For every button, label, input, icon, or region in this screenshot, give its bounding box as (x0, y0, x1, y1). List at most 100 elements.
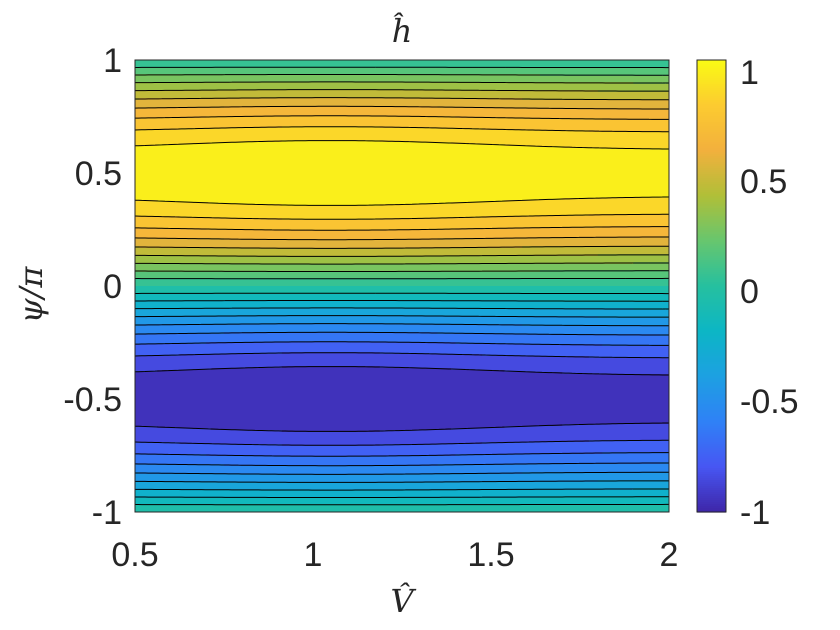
contour-band-cell (135, 458, 669, 461)
colorbar-step (697, 134, 726, 137)
contour-band-cell (135, 400, 669, 403)
contour-band-cell (135, 108, 661, 111)
contour-band-cell (135, 156, 669, 159)
y-axis-label: ψ/π (12, 266, 50, 324)
contour-band-cell (450, 368, 669, 371)
x-tick-label: 0.5 (111, 536, 158, 574)
contour-band-cell (379, 126, 669, 129)
contour-band-cell (135, 254, 599, 257)
contour-band-cell (135, 350, 669, 353)
colorbar-step (697, 464, 726, 467)
contour-band-cell (135, 486, 669, 489)
plot-area (135, 60, 669, 512)
contour-line (135, 299, 669, 499)
contour-band-cell (135, 248, 669, 251)
contour-band-cell (135, 264, 669, 267)
colorbar-step (697, 114, 726, 117)
contour-band-cell (135, 90, 599, 93)
colorbar-step (697, 146, 726, 149)
contour-band-cell (135, 120, 669, 123)
contour-band-cell (135, 470, 669, 473)
contour-band-cell (135, 234, 669, 237)
colorbar-step (697, 438, 726, 441)
contour-band-cell (135, 312, 669, 315)
contour-band-cell (135, 426, 158, 429)
colorbar-step (697, 324, 726, 327)
contour-band-cell (135, 294, 669, 297)
contour-band-cell (135, 510, 669, 512)
contour-band-cell (504, 370, 669, 373)
contour-band-cell (135, 366, 283, 369)
colorbar-step (697, 130, 726, 133)
contour-line (135, 73, 669, 273)
y-tick-label: 0 (103, 268, 122, 306)
colorbar-step (697, 482, 726, 485)
colorbar-step (697, 494, 726, 497)
colorbar-step (697, 164, 726, 167)
contour-band-cell (135, 454, 207, 457)
colorbar-step (697, 78, 726, 81)
contour-band-cell (135, 448, 669, 451)
contour-band-cell (135, 182, 669, 185)
colorbar-step (697, 484, 726, 487)
contour-line (135, 126, 669, 220)
contour-band-cell (135, 216, 181, 219)
colorbar-step (697, 98, 726, 101)
contour-band-cell (135, 192, 669, 195)
colorbar-step (697, 452, 726, 455)
contour-band-cell (135, 162, 669, 165)
y-tick-label: -0.5 (63, 381, 122, 419)
contour-band-cell (135, 194, 669, 197)
colorbar-step (697, 372, 726, 375)
contour-band-cell (135, 424, 563, 427)
contour-band-cell (135, 124, 669, 127)
contour-band-cell (135, 94, 669, 97)
colorbar-step (697, 310, 726, 313)
colorbar-step (697, 398, 726, 401)
contour-band-cell (135, 456, 669, 459)
colorbar-step (697, 174, 726, 177)
colorbar-step (697, 198, 726, 201)
colorbar-step (697, 422, 726, 425)
colorbar-step (697, 394, 726, 397)
contour-band-cell (450, 428, 669, 431)
colorbar-step (697, 456, 726, 459)
colorbar-step (697, 172, 726, 175)
contour-band-cell (135, 104, 669, 107)
colorbar-step (697, 202, 726, 205)
contour-band-cell (135, 402, 669, 405)
contour-band-cell (135, 352, 283, 355)
contour-band-cell (135, 230, 669, 233)
contour-band-cell (522, 472, 669, 475)
colorbar-step (697, 228, 726, 231)
colorbar-step (697, 218, 726, 221)
colorbar: 1 0.5 0 -0.5 -1 (696, 54, 799, 532)
contour-band-cell (135, 372, 563, 375)
contour-band-cell (379, 430, 669, 433)
colorbar-step (697, 362, 726, 365)
colorbar-step (697, 376, 726, 379)
colorbar-step (697, 406, 726, 409)
contour-band-cell (281, 140, 381, 143)
contour-band-cell (135, 196, 669, 199)
contour-band-cell (139, 246, 523, 249)
colorbar-gradient (697, 60, 726, 513)
colorbar-step (697, 142, 726, 145)
contour-band-cell (135, 348, 669, 351)
colorbar-step (697, 498, 726, 501)
colorbar-step (697, 364, 726, 367)
colorbar-step (697, 70, 726, 73)
colorbar-step (697, 154, 726, 157)
colorbar-tick-label: -1 (740, 494, 770, 532)
colorbar-step (697, 506, 726, 509)
contour-band-cell (135, 296, 669, 299)
contour-band-cell (135, 360, 669, 363)
contour-band-cell (135, 62, 669, 65)
colorbar-step (697, 208, 726, 211)
contour-band-cell (135, 178, 669, 181)
colorbar-step (697, 332, 726, 335)
colorbar-step (697, 264, 726, 267)
contour-band-cell (135, 132, 669, 135)
contour-band-cell (135, 84, 669, 87)
colorbar-step (697, 280, 726, 283)
